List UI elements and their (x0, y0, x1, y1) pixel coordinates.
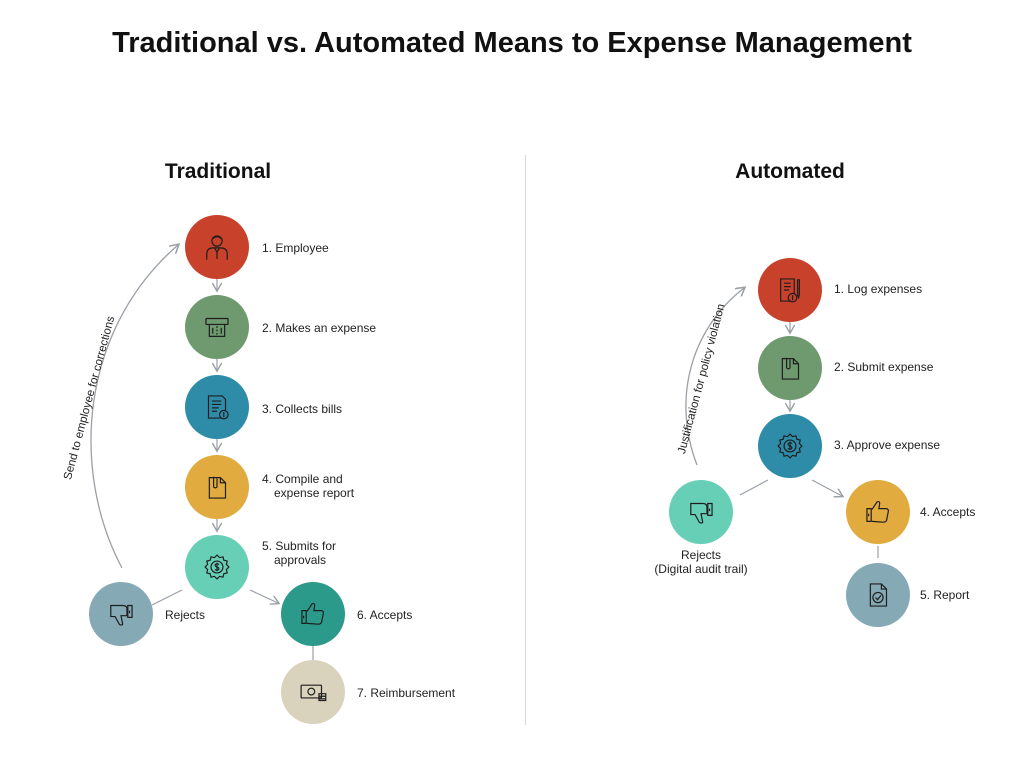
trad-step-expense-node (185, 295, 249, 359)
auto-step-3-label: 3. Approve expense (834, 438, 941, 452)
trad-step-accept-node (281, 582, 345, 646)
automated-heading: Automated (735, 160, 845, 183)
thumbs-down-icon (110, 604, 133, 626)
trad-step-4-line1: 4. Compile and (262, 472, 343, 486)
trad-reject-label: Rejects (165, 608, 206, 622)
trad-step-2-label: 2. Makes an expense (262, 321, 377, 335)
column-divider (525, 155, 526, 725)
auto-step-5-label: 5. Report (920, 588, 970, 602)
trad-loop-label: Send to employee for corrections (62, 314, 118, 482)
traditional-heading: Traditional (164, 160, 272, 183)
thumbs-down-icon (690, 502, 713, 524)
trad-step-compile-node (185, 455, 249, 519)
trad-step-5-label: 5. Submits for approvals (262, 539, 336, 567)
auto-step-2-label: 2. Submit expense (834, 360, 934, 374)
trad-step-submit-node (185, 535, 249, 599)
auto-reject-line2: (Digital audit trail) (654, 562, 748, 576)
log-expense-icon (780, 278, 800, 303)
auto-step-report-node (846, 563, 910, 627)
auto-step-log-node (758, 258, 822, 322)
document-icon (208, 476, 227, 499)
trad-step-5-line1: 5. Submits for (262, 539, 337, 553)
trad-step-3-label: 3. Collects bills (262, 402, 343, 416)
auto-step-1-label: 1. Log expenses (834, 282, 923, 296)
document-icon (781, 357, 800, 380)
dollar-gear-icon (204, 554, 230, 580)
auto-loop-label: Justification for policy violation (676, 302, 728, 456)
card-machine-icon (205, 317, 229, 337)
thumbs-up-icon (866, 500, 890, 523)
report-check-icon (869, 583, 888, 607)
trad-step-6-label: 6. Accepts (357, 608, 413, 622)
auto-reject-label: Rejects (Digital audit trail) (646, 548, 756, 576)
bill-icon (207, 395, 229, 420)
trad-step-reimburse-node (281, 660, 345, 724)
dollar-gear-icon (777, 433, 803, 459)
trad-step-1-label: 1. Employee (262, 241, 329, 255)
trad-step-bills-node (185, 375, 249, 439)
trad-step-7-label: 7. Reimbursement (357, 686, 456, 700)
trad-step-5-line2: approvals (274, 553, 327, 567)
auto-reject-line1: Rejects (680, 548, 721, 562)
cash-icon (300, 684, 327, 702)
auto-step-submit-node (758, 336, 822, 400)
auto-reject-node (669, 480, 733, 544)
employee-icon (206, 235, 228, 260)
trad-reject-node (89, 582, 153, 646)
page-title: Traditional vs. Automated Means to Expen… (112, 27, 912, 59)
auto-step-4-label: 4. Accepts (920, 505, 976, 519)
trad-step-4-line2: expense report (274, 486, 355, 500)
trad-step-4-label: 4. Compile and expense report (262, 472, 354, 500)
auto-step-accept-node (846, 480, 910, 544)
trad-step-employee-node (185, 215, 249, 279)
thumbs-up-icon (301, 602, 325, 625)
auto-step-approve-node (758, 414, 822, 478)
